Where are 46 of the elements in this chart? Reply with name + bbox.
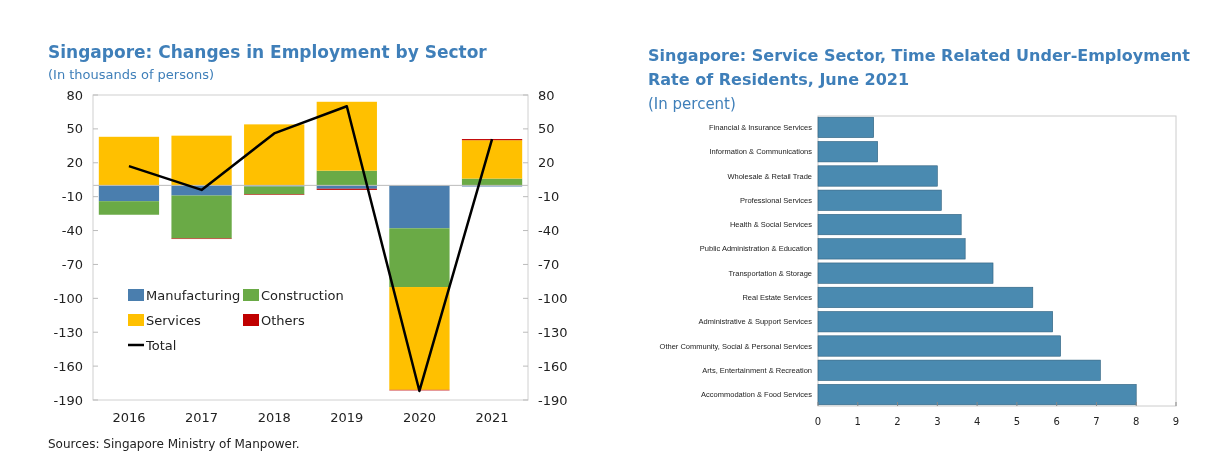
- legend-label: Total: [145, 337, 177, 353]
- y2-tick-label: -130: [538, 324, 568, 340]
- x-tick-label: 8: [1133, 416, 1140, 427]
- x-tick-label: 2017: [185, 410, 219, 425]
- x-tick-label: 5: [1013, 416, 1021, 427]
- y2-tick-label: -70: [538, 256, 560, 272]
- legend-label: Manufacturing: [146, 287, 241, 303]
- y-tick-label: 20: [66, 155, 83, 171]
- y-tick-label: -130: [53, 324, 83, 340]
- x-tick-label: 2021: [475, 410, 509, 425]
- x-tick-label: 0: [814, 416, 822, 427]
- x-tick-label: 6: [1053, 416, 1060, 427]
- y2-tick-label: -10: [538, 189, 560, 205]
- legend-label: Construction: [261, 287, 344, 303]
- y-tick-label: 50: [66, 121, 83, 137]
- y-tick-label: -40: [61, 223, 83, 239]
- x-tick-label: 7: [1093, 416, 1100, 427]
- y-tick-label: 80: [66, 87, 83, 103]
- x-tick-label: 2: [894, 416, 901, 427]
- y-tick-label: -190: [53, 392, 83, 408]
- y2-tick-label: 20: [538, 155, 555, 171]
- y2-tick-label: -100: [538, 290, 568, 306]
- x-tick-label: 4: [973, 416, 981, 427]
- x-tick-label: 2018: [257, 410, 291, 425]
- y2-tick-label: 80: [538, 87, 555, 103]
- y2-tick-label: -160: [538, 358, 568, 374]
- chart-title: Singapore: Service Sector, Time Related Under-Employment Rate of Residents, June 2021: [648, 46, 1191, 89]
- y-tick-label: -160: [53, 358, 83, 374]
- y2-tick-label: 50: [538, 121, 555, 137]
- y-tick-label: -10: [61, 189, 83, 205]
- chart-subtitle: (In thousands of persons): [48, 67, 215, 82]
- text: (In percent): [648, 95, 736, 113]
- x-tick-label: 2020: [402, 410, 436, 425]
- x-tick-label: 3: [934, 416, 941, 427]
- y-tick-label: -70: [61, 256, 83, 272]
- source-note: Sources: Singapore Ministry of Manpower.: [48, 437, 300, 451]
- legend-label: Services: [146, 312, 202, 328]
- y2-tick-label: -190: [538, 392, 568, 408]
- y-tick-label: -100: [53, 290, 83, 306]
- x-tick-label: 1: [854, 416, 861, 427]
- y2-tick-label: -40: [538, 223, 560, 239]
- x-tick-label: 2016: [112, 410, 146, 425]
- x-tick-label: 9: [1172, 416, 1180, 427]
- legend-label: Others: [261, 312, 305, 328]
- chart-title: Singapore: Changes in Employment by Sector: [48, 42, 488, 62]
- x-tick-label: 2019: [330, 410, 364, 425]
